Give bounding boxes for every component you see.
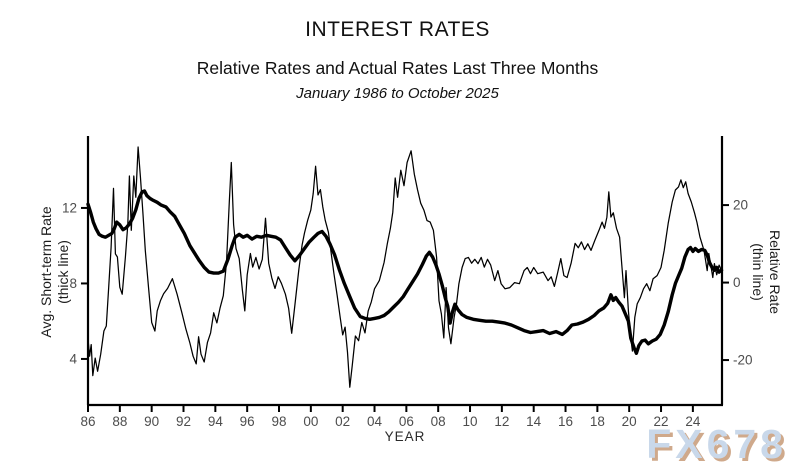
right-axis-tick-label: 20	[733, 198, 748, 213]
x-axis-tick-label: 20	[622, 414, 637, 429]
x-axis-tick-label: 16	[558, 414, 573, 429]
x-axis-tick-label: 12	[494, 414, 509, 429]
x-axis-tick-label: 24	[685, 414, 701, 429]
x-axis-tick-label: 90	[144, 414, 159, 429]
x-axis-tick-label: 08	[431, 414, 446, 429]
relative-rate-line	[87, 146, 723, 388]
x-axis-tick-label: 10	[463, 414, 478, 429]
x-axis-tick-label: 18	[590, 414, 605, 429]
x-axis-tick-label: 88	[112, 414, 127, 429]
left-axis-tick-label: 4	[69, 351, 77, 366]
left-axis-tick-label: 12	[62, 200, 77, 215]
watermark: FX678	[646, 421, 787, 467]
x-axis-tick-label: 14	[526, 414, 542, 429]
x-axis-tick-label: 96	[240, 414, 255, 429]
right-axis-tick-label: 0	[733, 275, 741, 290]
x-axis-tick-label: 02	[335, 414, 350, 429]
x-axis-tick-label: 06	[399, 414, 414, 429]
x-axis-tick-label: 98	[271, 414, 286, 429]
chart-subtitle: Relative Rates and Actual Rates Last Thr…	[196, 58, 599, 78]
x-axis-title: YEAR	[384, 429, 426, 444]
left-axis-tick-label: 8	[69, 276, 77, 291]
x-axis-tick-label: 00	[303, 414, 318, 429]
x-axis-tick-label: 86	[80, 414, 95, 429]
avg-short-term-rate-line	[86, 189, 724, 355]
x-axis-tick-label: 94	[208, 414, 224, 429]
page-title: INTEREST RATES	[305, 18, 490, 41]
x-axis-tick-label: 22	[654, 414, 669, 429]
x-axis-tick-label: 92	[176, 414, 191, 429]
x-axis-tick-label: 04	[367, 414, 383, 429]
right-axis-tick-label: -20	[733, 353, 753, 368]
chart-date-range: January 1986 to October 2025	[296, 85, 499, 102]
